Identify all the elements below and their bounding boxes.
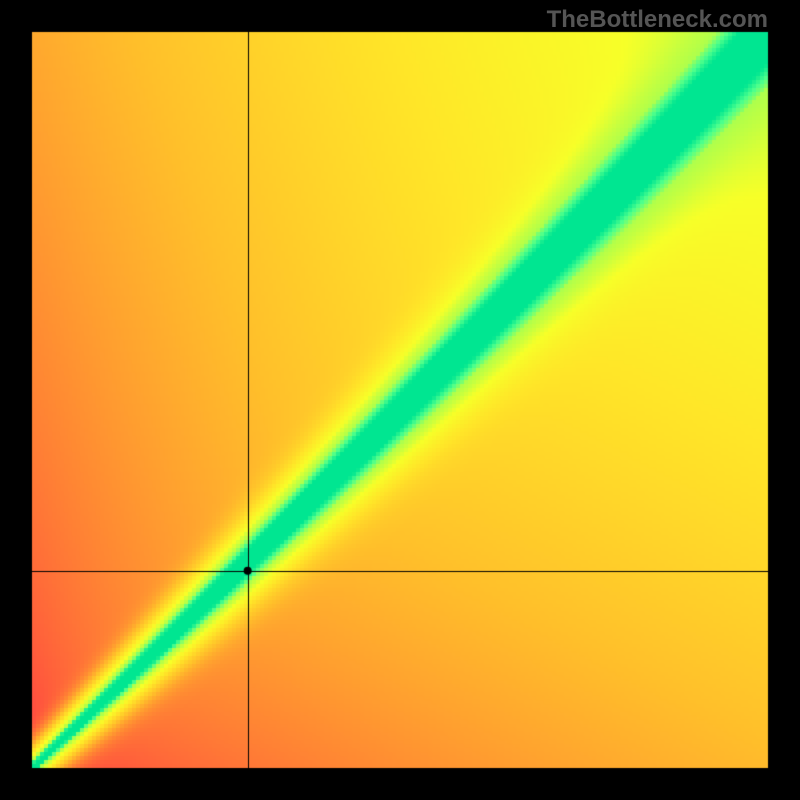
bottleneck-heatmap bbox=[0, 0, 800, 800]
watermark-text: TheBottleneck.com bbox=[547, 6, 768, 34]
